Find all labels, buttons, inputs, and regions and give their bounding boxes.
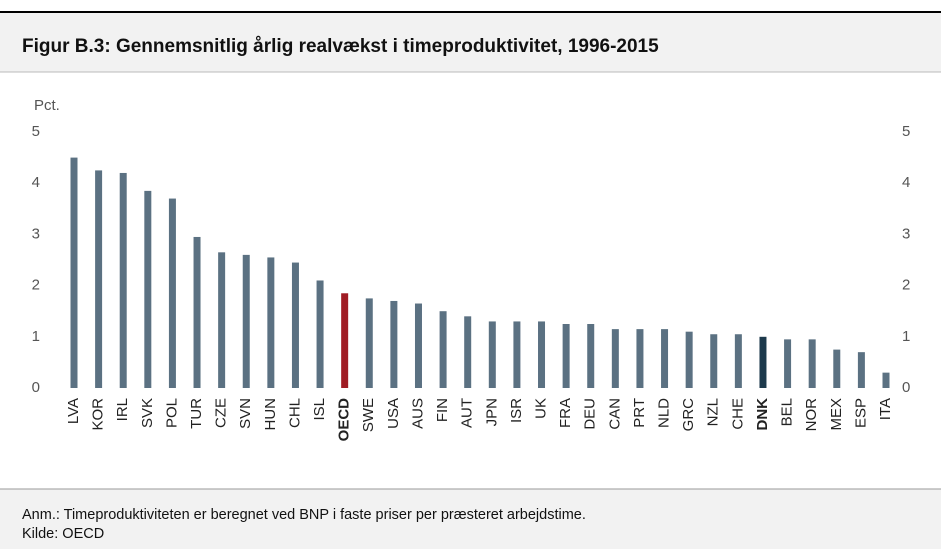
bar bbox=[710, 334, 718, 388]
x-tick-label: FIN bbox=[434, 398, 451, 422]
x-tick-label: BEL bbox=[779, 398, 796, 426]
bar bbox=[833, 349, 841, 388]
bar bbox=[414, 303, 422, 388]
bar bbox=[538, 321, 546, 388]
x-tick-label: PRT bbox=[631, 398, 648, 428]
x-tick-label: CAN bbox=[606, 398, 623, 430]
y-tick-label: 4 bbox=[32, 174, 40, 191]
y2-tick-label: 3 bbox=[902, 225, 910, 242]
x-tick-label: KOR bbox=[90, 398, 107, 431]
x-tick-label: CHE bbox=[729, 398, 746, 430]
x-tick-label: UK bbox=[532, 398, 549, 419]
y2-tick-label: 2 bbox=[902, 277, 910, 294]
x-tick-label: NOR bbox=[803, 398, 820, 432]
x-tick-label: AUS bbox=[409, 398, 426, 429]
bar bbox=[242, 254, 250, 388]
x-tick-label: HUN bbox=[262, 398, 279, 431]
y2-tick-label: 5 bbox=[902, 123, 910, 140]
x-tick-label: NZL bbox=[705, 398, 722, 426]
bar bbox=[636, 329, 644, 388]
note: Kilde: OECD bbox=[22, 526, 104, 542]
y-tick-label: 0 bbox=[32, 379, 40, 396]
x-tick-label: LVA bbox=[65, 398, 82, 424]
bar bbox=[439, 311, 447, 388]
x-tick-label: ITA bbox=[877, 398, 894, 420]
bar bbox=[808, 339, 816, 388]
bar bbox=[562, 324, 570, 388]
x-tick-label: GRC bbox=[680, 398, 697, 432]
y-tick-label: 1 bbox=[32, 328, 40, 345]
bar bbox=[685, 331, 693, 388]
bar bbox=[316, 280, 324, 388]
x-tick-label: POL bbox=[163, 398, 180, 428]
x-tick-label: IRL bbox=[114, 398, 131, 421]
x-tick-label: OECD bbox=[336, 398, 353, 442]
x-tick-label: AUT bbox=[459, 398, 476, 428]
y2-tick-label: 0 bbox=[902, 379, 910, 396]
bar bbox=[119, 172, 127, 388]
x-tick-label: SVN bbox=[237, 398, 254, 429]
bar bbox=[857, 352, 865, 388]
bar bbox=[513, 321, 521, 388]
y2-tick-label: 1 bbox=[902, 328, 910, 345]
y2-tick-label: 4 bbox=[902, 174, 910, 191]
x-tick-label: ESP bbox=[852, 398, 869, 428]
x-tick-label: DNK bbox=[754, 398, 771, 431]
bar bbox=[168, 198, 176, 388]
bar bbox=[70, 157, 78, 388]
bar bbox=[291, 262, 299, 388]
bar bbox=[661, 329, 669, 388]
x-tick-label: SWE bbox=[360, 398, 377, 432]
x-tick-label: CZE bbox=[213, 398, 230, 428]
title-band bbox=[0, 12, 941, 72]
y-tick-label: 2 bbox=[32, 277, 40, 294]
y-axis-label: Pct. bbox=[34, 97, 60, 114]
notes-band bbox=[0, 489, 941, 549]
x-tick-label: DEU bbox=[582, 398, 599, 430]
x-tick-label: SVK bbox=[139, 398, 156, 428]
bar bbox=[218, 252, 226, 388]
x-tick-label: ISL bbox=[311, 398, 328, 421]
x-tick-label: USA bbox=[385, 398, 402, 429]
bar bbox=[341, 293, 349, 388]
x-tick-label: NLD bbox=[656, 398, 673, 428]
bar bbox=[365, 298, 373, 388]
x-tick-label: TUR bbox=[188, 398, 205, 429]
x-tick-label: MEX bbox=[828, 398, 845, 431]
bar bbox=[95, 170, 103, 388]
bar bbox=[882, 372, 890, 388]
y-tick-label: 3 bbox=[32, 225, 40, 242]
bar bbox=[464, 316, 472, 388]
bar bbox=[488, 321, 496, 388]
chart-title: Figur B.3: Gennemsnitlig årlig realvækst… bbox=[22, 36, 659, 57]
x-tick-label: ISR bbox=[508, 398, 525, 423]
note: Anm.: Timeproduktiviteten er beregnet ve… bbox=[22, 507, 586, 523]
bar bbox=[784, 339, 792, 388]
bar bbox=[587, 324, 595, 388]
y-tick-label: 5 bbox=[32, 123, 40, 140]
bar bbox=[734, 334, 742, 388]
bar bbox=[144, 190, 152, 388]
bar bbox=[390, 300, 398, 388]
x-tick-label: CHL bbox=[286, 398, 303, 428]
x-tick-label: JPN bbox=[483, 398, 500, 426]
bar bbox=[267, 257, 275, 388]
x-tick-label: FRA bbox=[557, 398, 574, 428]
bar bbox=[759, 336, 767, 388]
bar bbox=[611, 329, 619, 388]
bar bbox=[193, 236, 201, 388]
